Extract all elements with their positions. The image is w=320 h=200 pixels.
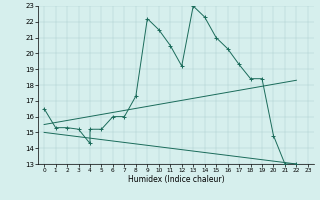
X-axis label: Humidex (Indice chaleur): Humidex (Indice chaleur): [128, 175, 224, 184]
